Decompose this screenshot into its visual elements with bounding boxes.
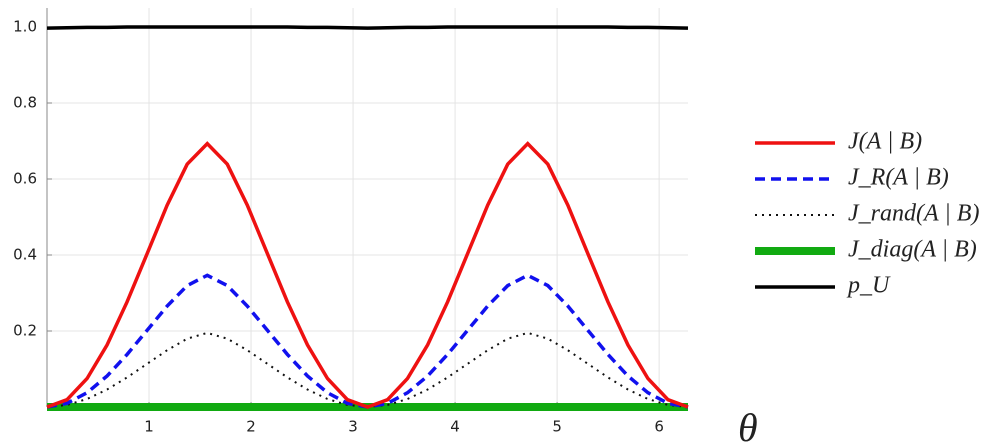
y-tick-label: 0.6 <box>13 170 37 188</box>
y-tick-label: 0.4 <box>13 246 37 264</box>
legend-label: J_diag(A | B) <box>848 237 977 263</box>
y-tick-label: 0.8 <box>13 94 37 112</box>
series-line <box>46 273 689 409</box>
legend-label: J(A | B) <box>848 129 922 155</box>
y-tick-label: 0.2 <box>13 322 37 340</box>
x-tick-label: 5 <box>552 418 562 436</box>
x-tick-label: 1 <box>144 418 154 436</box>
legend-label: J_rand(A | B) <box>848 201 979 227</box>
series-line <box>46 25 689 30</box>
series-line <box>46 331 689 409</box>
x-axis-label: θ <box>738 405 758 442</box>
legend-label: p_U <box>846 273 891 299</box>
x-tick-label: 2 <box>246 418 256 436</box>
x-tick-label: 4 <box>450 418 460 436</box>
x-tick-label: 3 <box>348 418 358 436</box>
series-line <box>46 141 689 409</box>
y-tick-label: 1.0 <box>13 18 37 36</box>
legend-label: J_R(A | B) <box>848 165 949 191</box>
x-tick-label: 6 <box>654 418 664 436</box>
